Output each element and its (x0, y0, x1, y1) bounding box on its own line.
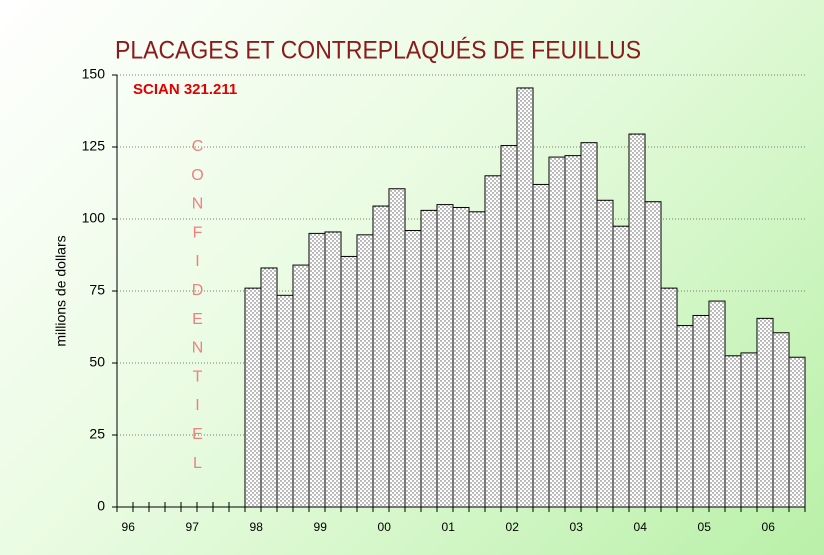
annotation: CONFIDENTIEL (189, 138, 206, 484)
chart-subtitle: SCIAN 321.211 (133, 81, 237, 98)
bar (420, 209, 438, 508)
bar (644, 201, 662, 508)
y-tick-label: 100 (82, 210, 106, 226)
x-tick-label: 01 (442, 520, 456, 534)
x-tick-label: 03 (570, 520, 584, 534)
y-tick-label: 0 (97, 498, 105, 514)
bar (532, 183, 550, 508)
bar (308, 232, 326, 508)
y-axis-label: millions de dollars (53, 235, 69, 346)
x-tick-label: 96 (122, 520, 136, 534)
bar (436, 204, 454, 508)
bar (260, 267, 278, 508)
chart-title: PLACAGES ET CONTREPLAQUÉS DE FEUILLUS (115, 37, 641, 65)
bar (452, 206, 470, 508)
bar (292, 264, 310, 508)
bar (788, 356, 806, 508)
x-tick-label: 97 (186, 520, 200, 534)
x-tick-label: 05 (698, 520, 712, 534)
x-tick-label: 00 (378, 520, 392, 534)
bar (244, 287, 262, 508)
bar (468, 211, 486, 508)
y-tick-label: 75 (89, 282, 105, 298)
bar (612, 225, 630, 508)
bar (276, 294, 294, 508)
bar (724, 355, 742, 508)
bar (628, 133, 646, 508)
bar (324, 231, 342, 508)
y-tick-label: 150 (82, 66, 106, 82)
bar (372, 205, 390, 508)
bar (404, 230, 422, 508)
bar (676, 325, 694, 508)
bar (692, 314, 710, 508)
bar (564, 155, 582, 508)
bar (756, 317, 774, 508)
bar (548, 156, 566, 508)
bar (740, 352, 758, 508)
bar (356, 234, 374, 508)
bar (340, 255, 358, 508)
x-tick-label: 04 (634, 520, 648, 534)
y-tick-label: 125 (82, 138, 106, 154)
bar (708, 300, 726, 508)
bar (772, 332, 790, 508)
x-tick-label: 02 (506, 520, 520, 534)
x-tick-label: 99 (314, 520, 328, 534)
y-tick-label: 25 (89, 426, 105, 442)
bar (580, 142, 598, 508)
bar (660, 287, 678, 508)
y-tick-label: 50 (89, 354, 105, 370)
bar (596, 199, 614, 508)
x-tick-label: 06 (762, 520, 776, 534)
bar (516, 87, 534, 508)
x-tick-label: 98 (250, 520, 264, 534)
bar (500, 145, 518, 508)
bar (388, 188, 406, 508)
bar (484, 175, 502, 508)
